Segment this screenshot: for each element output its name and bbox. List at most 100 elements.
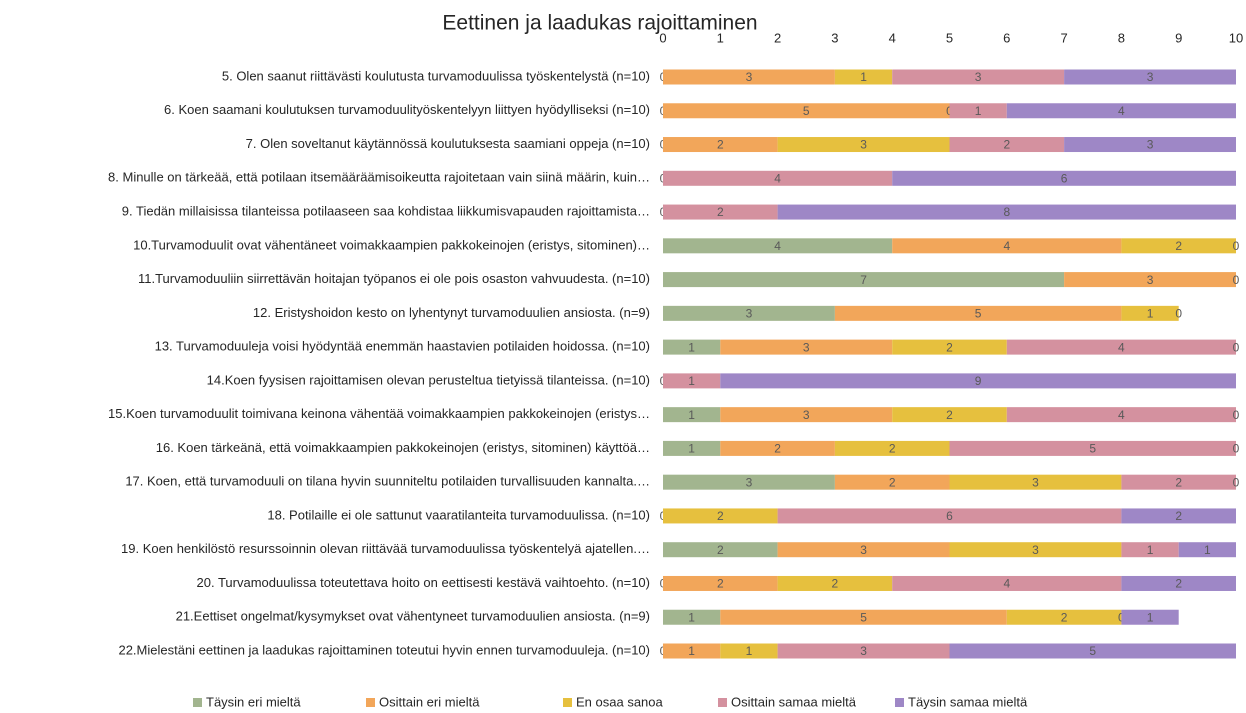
category-label: 20. Turvamoduulissa toteutettava hoito o… (197, 575, 650, 590)
data-label: 2 (1175, 239, 1182, 253)
data-label: 2 (717, 205, 724, 219)
bar-segment (949, 103, 1007, 119)
bar-segment (834, 305, 1122, 321)
data-label: 4 (1118, 340, 1125, 354)
bar-segment (1121, 542, 1179, 558)
data-label: 2 (717, 577, 724, 591)
chart-title: Eettinen ja laadukas rajoittaminen (442, 12, 757, 35)
legend-swatch (718, 698, 727, 707)
category-label: 7. Olen soveltanut käytännössä koulutuks… (246, 136, 650, 151)
bar-segment (663, 609, 721, 625)
legend-swatch (193, 698, 202, 707)
bar-segment (1121, 609, 1179, 625)
bar-segment (1064, 137, 1236, 153)
category-label: 19. Koen henkilöstö resurssoinnin olevan… (121, 541, 650, 556)
data-label: 1 (1147, 543, 1154, 557)
bar-segment (720, 609, 1007, 625)
data-label: 3 (1147, 138, 1154, 152)
data-label: 5 (803, 104, 810, 118)
data-label: 3 (975, 70, 982, 84)
data-label: 0 (1233, 273, 1240, 287)
x-tick-label: 3 (831, 30, 838, 45)
bar-segment (1121, 575, 1236, 591)
x-tick-label: 0 (659, 30, 666, 45)
data-label: 3 (803, 340, 810, 354)
bar-segment (1121, 474, 1236, 490)
data-label: 2 (1003, 138, 1010, 152)
data-label: 1 (1204, 543, 1211, 557)
bar-segment (1006, 609, 1122, 625)
data-label: 3 (860, 138, 867, 152)
data-label: 1 (688, 408, 695, 422)
data-label: 0 (1233, 442, 1240, 456)
bar-segment (1006, 407, 1236, 423)
data-label: 3 (803, 408, 810, 422)
x-tick-label: 6 (1003, 30, 1010, 45)
category-label: 14.Koen fyysisen rajoittamisen olevan pe… (207, 372, 650, 387)
bar-segment (663, 643, 721, 659)
category-label: 17. Koen, että turvamoduuli on tilana hy… (125, 474, 650, 489)
legend-swatch (366, 698, 375, 707)
category-label: 21.Eettiset ongelmat/kysymykset ovat väh… (176, 609, 650, 624)
data-label: 2 (1175, 509, 1182, 523)
x-tick-label: 10 (1229, 30, 1243, 45)
data-label: 3 (1032, 543, 1039, 557)
data-label: 0 (1175, 307, 1182, 321)
data-label: 2 (1061, 610, 1068, 624)
data-label: 2 (717, 543, 724, 557)
bar-segment (1178, 542, 1236, 558)
data-label: 4 (1118, 408, 1125, 422)
category-label: 16. Koen tärkeänä, että voimakkaampien p… (156, 440, 650, 455)
data-label: 6 (946, 509, 953, 523)
category-label: 5. Olen saanut riittävästi koulutusta tu… (222, 68, 650, 83)
legend-label: Osittain eri mieltä (379, 694, 480, 709)
bar-segment (1006, 339, 1236, 355)
category-label: 8. Minulle on tärkeää, että potilaan its… (108, 170, 650, 185)
bar-segment (720, 440, 835, 456)
bar-segment (663, 339, 721, 355)
data-label: 9 (975, 374, 982, 388)
bar-segment (663, 137, 778, 153)
bar-segment (777, 508, 1122, 524)
data-label: 2 (889, 475, 896, 489)
category-label: 13. Turvamoduuleja voisi hyödyntää enemm… (155, 339, 650, 354)
bar-segment (892, 238, 1122, 254)
bar-segment (949, 137, 1065, 153)
bar-segment (777, 542, 950, 558)
data-label: 3 (746, 475, 753, 489)
bar-segment (663, 272, 1065, 288)
data-label: 1 (688, 644, 695, 658)
data-label: 4 (1003, 239, 1010, 253)
data-label: 1 (860, 70, 867, 84)
bar-segment (663, 69, 835, 85)
data-label: 2 (717, 509, 724, 523)
data-label: 5 (975, 307, 982, 321)
bar-segment (663, 305, 835, 321)
data-label: 2 (774, 442, 781, 456)
bar-segment (663, 440, 721, 456)
data-label: 1 (975, 104, 982, 118)
data-label: 1 (1147, 307, 1154, 321)
data-label: 1 (688, 374, 695, 388)
legend-label: Täysin samaa mieltä (908, 694, 1028, 709)
bar-segment (720, 643, 778, 659)
category-label: 9. Tiedän millaisissa tilanteissa potila… (122, 203, 650, 218)
bar-segment (892, 69, 1065, 85)
data-label: 2 (1175, 475, 1182, 489)
data-label: 5 (860, 610, 867, 624)
data-label: 8 (1003, 205, 1010, 219)
bar-segment (1121, 305, 1179, 321)
category-label: 11.Turvamoduuliin siirrettävän hoitajan … (138, 271, 650, 286)
data-label: 3 (1147, 70, 1154, 84)
bar-segment (663, 373, 721, 389)
category-label: 15.Koen turvamoduulit toimivana keinona … (108, 406, 650, 421)
bar-segment (892, 575, 1122, 591)
data-label: 4 (774, 239, 781, 253)
data-label: 4 (1118, 104, 1125, 118)
x-tick-label: 1 (717, 30, 724, 45)
data-label: 2 (889, 442, 896, 456)
bar-segment (949, 542, 1122, 558)
data-label: 5 (1089, 442, 1096, 456)
legend-swatch (895, 698, 904, 707)
bar-segment (663, 575, 778, 591)
